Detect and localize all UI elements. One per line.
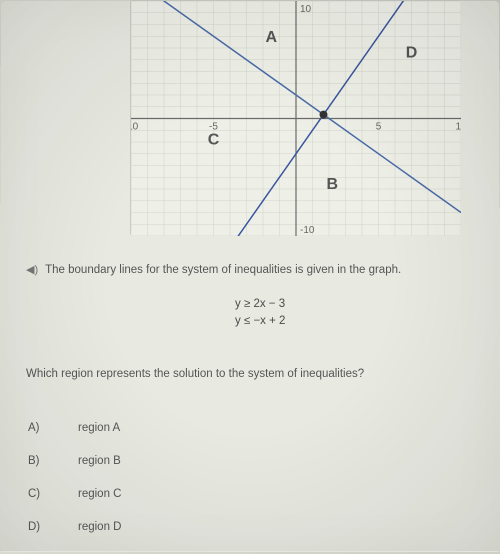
svg-text:D: D [406,44,418,61]
equation-block: y ≥ 2x − 3 y ≤ −x + 2 [235,296,285,331]
svg-text:B: B [327,176,339,193]
svg-text:-10: -10 [300,225,315,236]
graph-panel: -10-5510-1010ABCD [130,0,460,235]
answer-choices: A) region A B) region B C) region C D) r… [28,422,121,554]
graph-svg: -10-5510-1010ABCD [131,1,461,236]
question-line-1: ◀) The boundary lines for the system of … [26,262,401,278]
svg-text:10: 10 [455,122,461,133]
choice-letter: A) [28,422,78,434]
choice-row[interactable]: D) region D [28,521,121,533]
choice-letter: C) [28,488,78,500]
choice-text: region B [78,455,121,467]
choice-letter: B) [28,455,78,467]
question-line-2: Which region represents the solution to … [26,366,364,382]
svg-text:10: 10 [300,4,312,15]
svg-text:A: A [265,29,277,46]
equation-2: y ≤ −x + 2 [235,313,285,330]
choice-letter: D) [28,521,78,533]
svg-text:C: C [208,131,220,148]
prompt-text-1: The boundary lines for the system of ine… [45,264,401,276]
prompt-text-2: Which region represents the solution to … [26,368,364,380]
equation-1: y ≥ 2x − 3 [235,296,285,313]
choice-text: region D [78,521,121,533]
choice-row[interactable]: C) region C [28,488,121,500]
speaker-icon: ◀) [26,264,38,276]
svg-text:5: 5 [376,122,382,133]
choice-text: region C [78,488,121,500]
svg-text:-10: -10 [131,122,139,133]
choice-text: region A [78,422,120,434]
choice-row[interactable]: A) region A [28,422,121,434]
choice-row[interactable]: B) region B [28,455,121,467]
